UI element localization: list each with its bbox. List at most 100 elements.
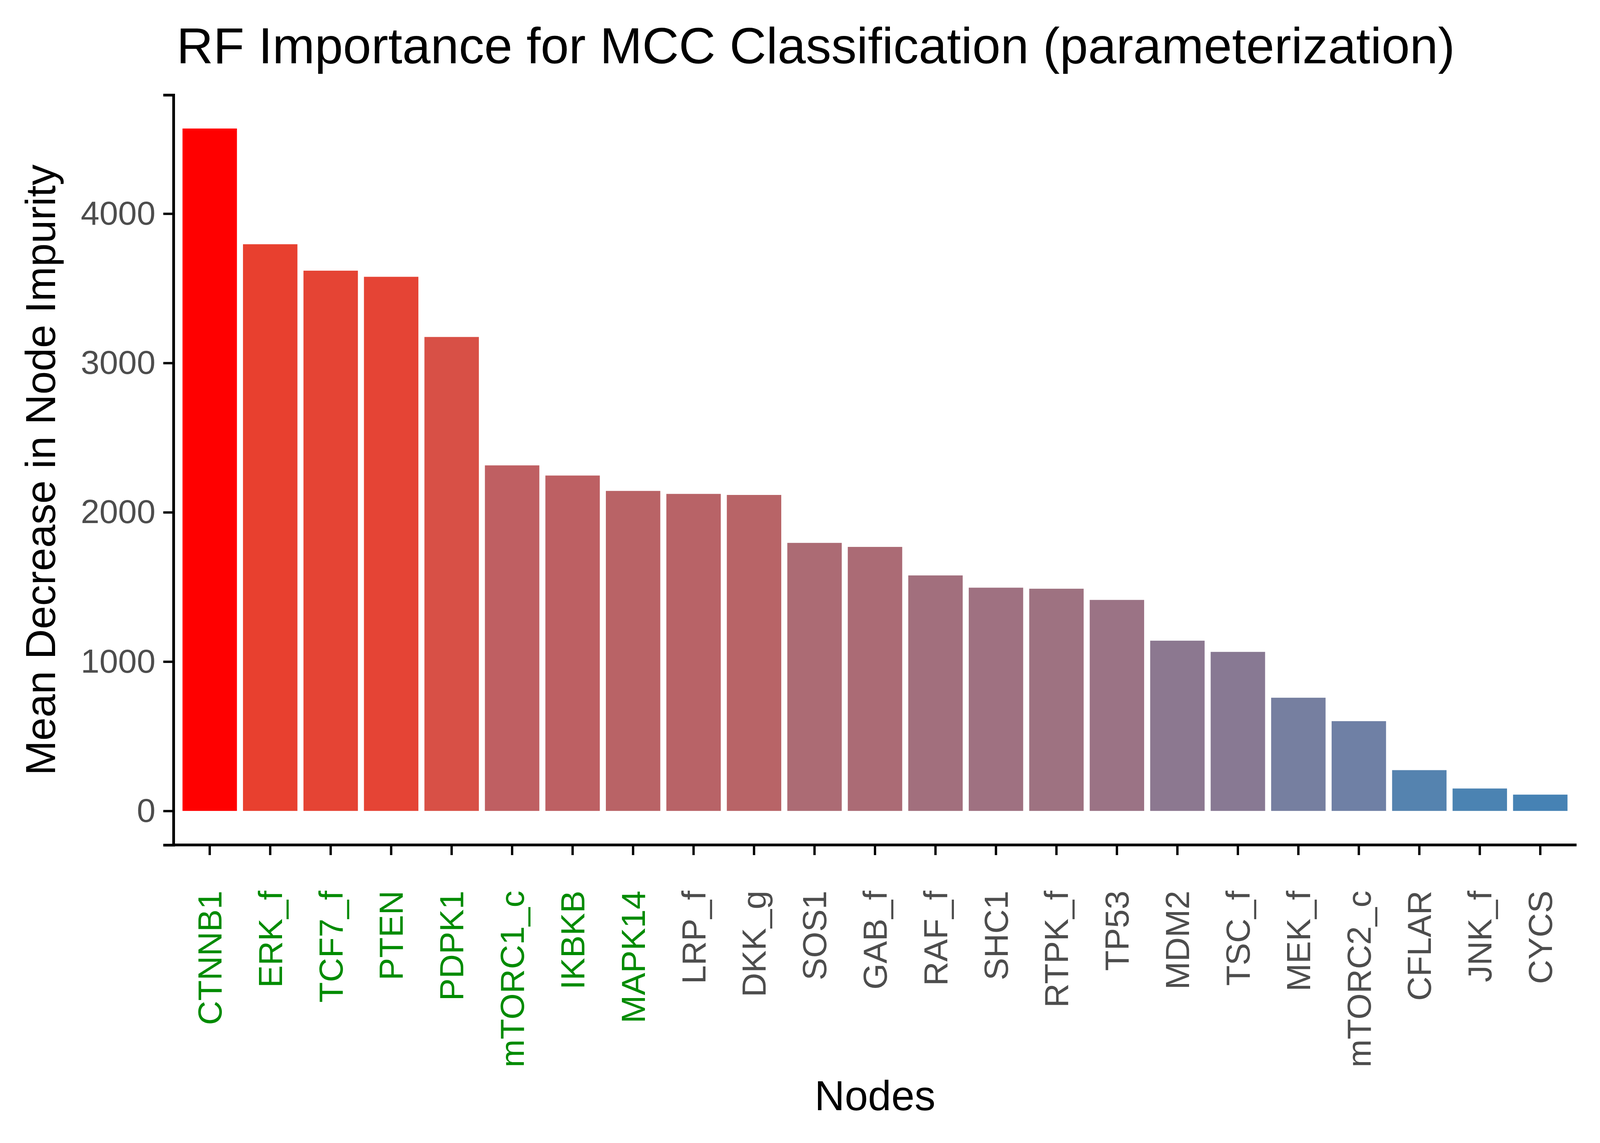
x-tick-mark [1055,844,1058,856]
y-tick: 1000 [80,642,174,680]
y-tick-label: 3000 [80,343,156,381]
x-tick: MAPK14 [614,844,652,1024]
x-tick-label: PDPK1 [432,890,471,1001]
x-tick-label: IKBKB [553,890,592,990]
x-tick-label: CTNNB1 [191,890,229,1025]
x-tick: GAB_f [856,844,894,990]
x-axis: CTNNB1 ERK_f TCF7_f PTEN PDPK1 mTORC1_c IKBKB M… [173,844,1577,1068]
x-tick-label: TP53 [1098,890,1136,972]
bar [1392,769,1447,811]
y-axis: 0 1000 2000 3000 4000 [80,95,174,846]
x-tick-label: CFLAR [1400,890,1438,1001]
bar [1452,788,1508,811]
x-tick: CYCS [1521,844,1559,984]
x-tick: TP53 [1098,844,1136,972]
x-tick: RAF_f [916,844,955,986]
bar [364,276,419,811]
x-tick-mark [1478,844,1481,856]
bar [666,493,721,811]
y-tick-label: 4000 [80,194,156,232]
x-tick-label: TCF7_f [312,890,350,1003]
x-tick: RTPK_f [1037,844,1075,1008]
y-tick-mark [163,362,174,365]
x-tick-mark [208,844,211,856]
x-tick: ERK_f [251,844,290,988]
bars [182,128,1568,811]
x-tick: CFLAR [1400,844,1438,1001]
x-tick-label: SHC1 [977,890,1015,981]
bar [1210,651,1265,811]
x-tick-mark [692,844,695,856]
bar [303,270,358,811]
y-tick-mark [163,660,174,663]
x-tick-label: CYCS [1521,890,1559,984]
x-tick: CTNNB1 [191,844,229,1025]
bar [1271,697,1326,811]
x-tick-mark [329,844,333,856]
x-tick-mark [269,844,272,856]
x-tick: PTEN [372,844,410,981]
x-tick: TCF7_f [312,844,350,1003]
x-tick-mark [1417,844,1421,856]
title: RF Importance for MCC Classification (pa… [176,17,1456,75]
y-tick: 2000 [80,492,174,531]
y-tick-mark [163,809,174,813]
bar [182,128,237,811]
x-tick-mark [450,844,453,856]
x-tick-label: DKK_g [735,890,773,998]
x-tick-label: SOS1 [795,890,834,981]
x-tick-mark [934,844,937,856]
x-tick: mTORC1_c [493,844,531,1068]
bar [1512,794,1568,811]
y-tick: 4000 [80,194,174,232]
x-tick-mark [1357,844,1361,856]
bar [242,244,298,811]
x-tick: PDPK1 [432,844,471,1001]
bar [605,491,661,811]
x-tick-label: mTORC2_c [1340,890,1378,1068]
x-tick-label: MAPK14 [614,890,652,1024]
x-tick-mark [994,844,998,856]
x-tick-mark [571,844,574,856]
x-tick-mark [1176,844,1179,856]
x-tick-label: PTEN [372,890,410,981]
x-tick-label: MEK_f [1279,890,1318,992]
x-tick-mark [510,844,514,856]
x-tick-mark [813,844,816,856]
y-tick-label: 1000 [80,642,156,680]
x-tick-label: mTORC1_c [493,890,531,1068]
x-tick-label: MDM2 [1158,890,1197,990]
x-tick: JNK_f [1460,844,1499,983]
bar [424,337,479,811]
x-tick-mark [1115,844,1118,856]
x-tick-mark [1236,844,1240,856]
chart: RF Importance for MCC Classification (pa… [0,0,1600,1143]
x-tick-label: RTPK_f [1037,890,1075,1008]
bar [484,465,540,811]
x-tick: SHC1 [977,844,1015,981]
bar [1029,588,1084,811]
y-tick-label: 0 [136,791,156,829]
x-tick-mark [873,844,877,856]
bar [1331,721,1386,811]
x-tick-label: ERK_f [251,890,290,988]
x-tick-mark [1297,844,1300,856]
bar [908,575,963,811]
bar [968,587,1024,811]
x-tick-label: LRP_f [675,890,713,984]
x-tick: MDM2 [1158,844,1197,990]
y-tick-mark [163,511,174,514]
x-tick-mark [389,844,393,856]
y-tick: 3000 [80,343,174,381]
y-tick-label: 2000 [80,492,156,531]
y-axis-title: Mean Decrease in Node Impurity [17,164,65,776]
x-tick-mark [1539,844,1542,856]
x-tick: DKK_g [735,844,773,998]
x-tick: mTORC2_c [1340,844,1378,1068]
x-tick-label: TSC_f [1219,890,1257,986]
bar [545,475,600,811]
x-tick: TSC_f [1219,844,1257,986]
x-tick-mark [632,844,635,856]
bar [787,542,842,811]
x-tick-label: GAB_f [856,890,894,990]
